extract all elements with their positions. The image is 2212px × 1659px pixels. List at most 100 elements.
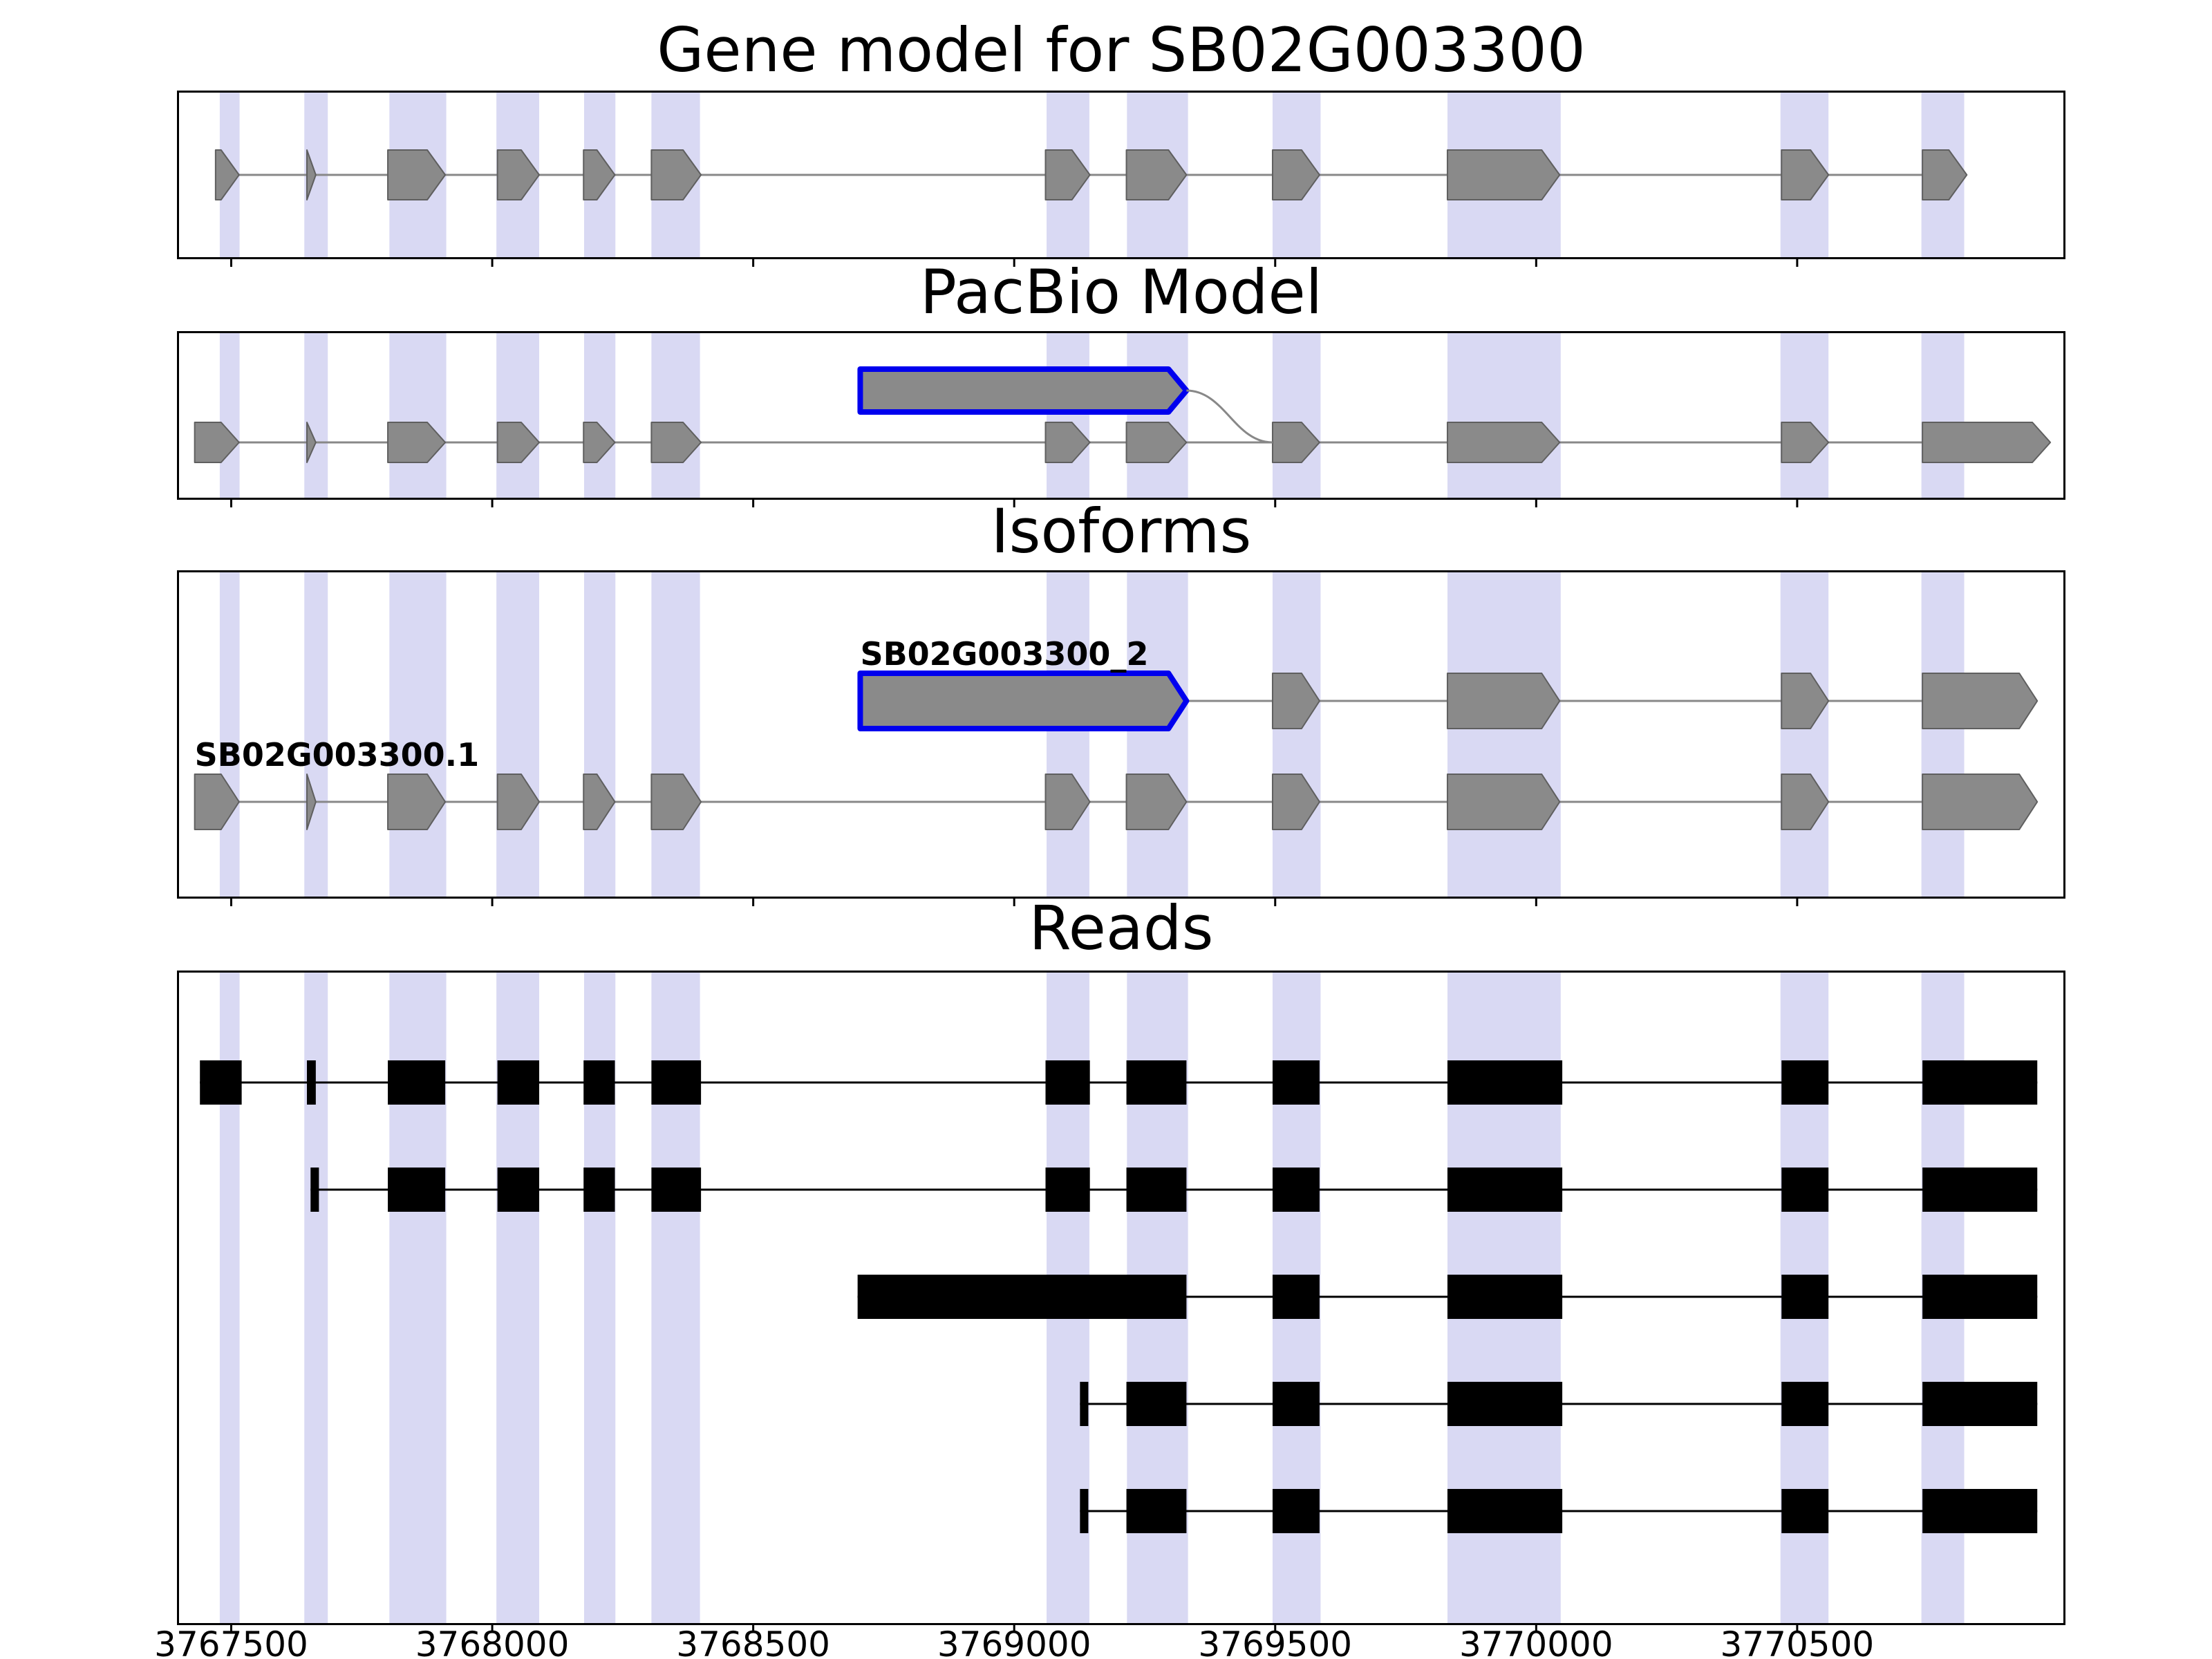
highlight-band [1047,333,1089,498]
exon [1044,774,1091,830]
exon [1044,149,1091,200]
exon [650,774,702,830]
novel-exon [857,366,1190,415]
read-exon [388,1060,446,1105]
exon [1125,149,1188,200]
read-exon [1045,1060,1090,1105]
read-exon [1080,1382,1089,1426]
read-exon [1447,1489,1563,1533]
read-exon [497,1168,540,1212]
exon [306,422,317,463]
exon [1781,149,1830,200]
read-exon [1447,1060,1563,1105]
exon [194,422,240,463]
highlight-band [219,333,240,498]
exon [214,149,240,200]
highlight-band [496,333,540,498]
exon [650,422,702,463]
read-exon [651,1168,702,1212]
exon [1446,774,1561,830]
panel-reads [177,971,2065,1633]
read-exon [1781,1489,1829,1533]
highlight-band [1447,572,1561,897]
exon [387,774,447,830]
exon [1271,149,1320,200]
exon [1781,673,1830,729]
axis-tick-label: 3769500 [1198,1624,1353,1659]
highlight-band [583,333,616,498]
exon [1125,422,1188,463]
highlight-band [304,572,328,897]
exon [1271,673,1320,729]
highlight-band [1780,333,1829,498]
highlight-band [389,333,447,498]
panel-title-isoforms: Isoforms [991,496,1252,567]
exon [1781,774,1830,830]
highlight-band [651,333,700,498]
panel-pacbio [177,331,2065,507]
read-exon [388,1168,446,1212]
read-exon [1922,1275,2038,1319]
read-exon [1045,1168,1090,1212]
read-exon [1922,1168,2038,1212]
read-exon [1781,1382,1829,1426]
exon [1922,422,2052,463]
exon [194,774,240,830]
exon [1446,149,1561,200]
exon [1446,422,1561,463]
splice-curve [1186,389,1273,444]
highlight-band [1447,333,1561,498]
axis-tick-label: 3769000 [937,1624,1091,1659]
highlight-band [1127,333,1188,498]
exon [306,774,317,830]
highlight-band [1272,333,1321,498]
panel-title-reads: Reads [1029,892,1214,964]
panel-isoforms: SB02G003300_2 SB02G003300.1 [177,570,2065,906]
read-exon [1447,1382,1563,1426]
read-exon [651,1060,702,1105]
read-exon [1922,1382,2038,1426]
panel-title-gene-model: Gene model for SB02G003300 [657,15,1586,86]
read-exon [1922,1060,2038,1105]
exon [496,149,541,200]
exon [387,422,447,463]
panel-title-pacbio: PacBio Model [919,256,1323,328]
axis-tick-label: 3768500 [676,1624,830,1659]
read-exon [1272,1382,1320,1426]
exon [496,422,541,463]
isoform-label: SB02G003300.1 [195,736,479,774]
exon [1271,422,1320,463]
exon [1781,422,1830,463]
read-exon [307,1060,316,1105]
axis-tick-label: 3770500 [1720,1624,1875,1659]
panel-gene-model [177,91,2065,267]
highlight-band [1047,572,1089,897]
read-exon [1080,1489,1089,1533]
read-exon [1126,1168,1187,1212]
highlight-band [304,333,328,498]
exon [650,149,702,200]
read-exon [497,1060,540,1105]
read-exon [1781,1168,1829,1212]
exon [387,149,447,200]
axis-tick-label: 3770000 [1459,1624,1613,1659]
read-exon [310,1168,319,1212]
exon [496,774,541,830]
highlight-band [1127,572,1188,897]
exon [1922,149,1968,200]
highlight-band [1780,572,1829,897]
read-exon [200,1060,242,1105]
read-exon [1126,1060,1187,1105]
exon [583,774,616,830]
exon [583,422,616,463]
read-exon [1126,1489,1187,1533]
highlight-band [496,572,540,897]
read-exon [1272,1489,1320,1533]
highlight-band [1921,333,1965,498]
read-exon [1922,1489,2038,1533]
exon [1446,673,1561,729]
read-exon [1126,1382,1187,1426]
read-exon [1781,1060,1829,1105]
read-exon [1781,1275,1829,1319]
